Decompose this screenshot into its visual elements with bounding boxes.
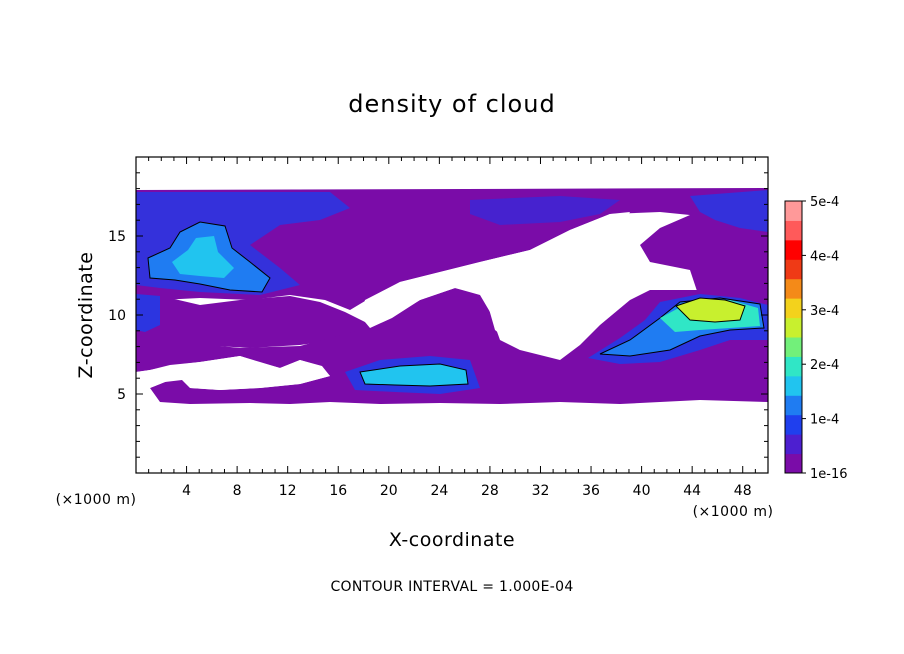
x-axis-ticks: 4 8 12 16 20 24 28 32 36 40 44 48 [148, 157, 756, 499]
colorbar [784, 200, 803, 474]
colorbar-tick-label: 5e-4 [810, 195, 839, 210]
colorbar-segment [785, 278, 802, 299]
x-axis-unit-right: (×1000 m) [693, 504, 774, 520]
central-cloud-core [359, 363, 469, 387]
colorbar-segment [785, 298, 802, 319]
colorbar-tick-label: 2e-4 [810, 358, 839, 373]
y-axis-label: Z-coordinate [75, 252, 97, 379]
upper-layer-blue [470, 196, 620, 225]
colorbar-segment [785, 337, 802, 357]
x-tick-label: 44 [683, 483, 701, 499]
x-tick-label: 4 [182, 483, 191, 499]
left-cloud-core-inner [172, 236, 234, 278]
cloud-gap [360, 212, 630, 350]
colorbar-segment [785, 375, 802, 396]
x-tick-label: 24 [430, 483, 448, 499]
colorbar-segment [785, 220, 802, 241]
colorbar-tick-label: 3e-4 [810, 304, 839, 319]
mid-level-band [136, 296, 378, 348]
colorbar-segment [785, 259, 802, 280]
right-cloud-peak [675, 297, 746, 323]
x-axis-unit-left: (×1000 m) [56, 492, 137, 508]
contour-interval-note: CONTOUR INTERVAL = 1.000E-04 [330, 579, 573, 595]
colorbar-segment [785, 453, 802, 474]
x-tick-label: 8 [233, 483, 242, 499]
colorbar-segment [785, 239, 802, 260]
colorbar-frame [784, 200, 803, 474]
colorbar-labels: 1e-16 1e-4 2e-4 3e-4 4e-4 5e-4 [802, 195, 848, 482]
cloud-gap [136, 356, 330, 390]
plot-area [136, 188, 768, 404]
y-tick-label: 5 [117, 387, 126, 403]
y-tick-label: 10 [108, 308, 126, 324]
lower-cloud-band [136, 288, 768, 404]
colorbar-tick-label: 4e-4 [810, 249, 839, 264]
x-axis-label: X-coordinate [389, 529, 515, 551]
x-tick-label: 32 [532, 483, 550, 499]
x-tick-label: 12 [279, 483, 297, 499]
colorbar-segment [785, 317, 802, 338]
left-edge-blue [136, 294, 160, 332]
x-tick-label: 16 [329, 483, 347, 499]
x-tick-label: 40 [633, 483, 651, 499]
colorbar-segment [785, 414, 802, 435]
y-tick-label: 15 [108, 229, 126, 245]
colorbar-segment [785, 201, 802, 221]
colorbar-tick-label: 1e-16 [810, 467, 848, 482]
colorbar-segment [785, 356, 802, 377]
colorbar-segment [785, 434, 802, 455]
y-axis-ticks: 5 10 15 [108, 172, 768, 458]
upper-layer-blue [690, 190, 768, 232]
colorbar-segment [785, 395, 802, 416]
colorbar-tick-label: 1e-4 [810, 413, 839, 428]
chart-title: density of cloud [348, 90, 555, 118]
x-tick-label: 20 [380, 483, 398, 499]
x-tick-label: 48 [734, 483, 752, 499]
x-tick-label: 28 [481, 483, 499, 499]
x-tick-label: 36 [582, 483, 600, 499]
